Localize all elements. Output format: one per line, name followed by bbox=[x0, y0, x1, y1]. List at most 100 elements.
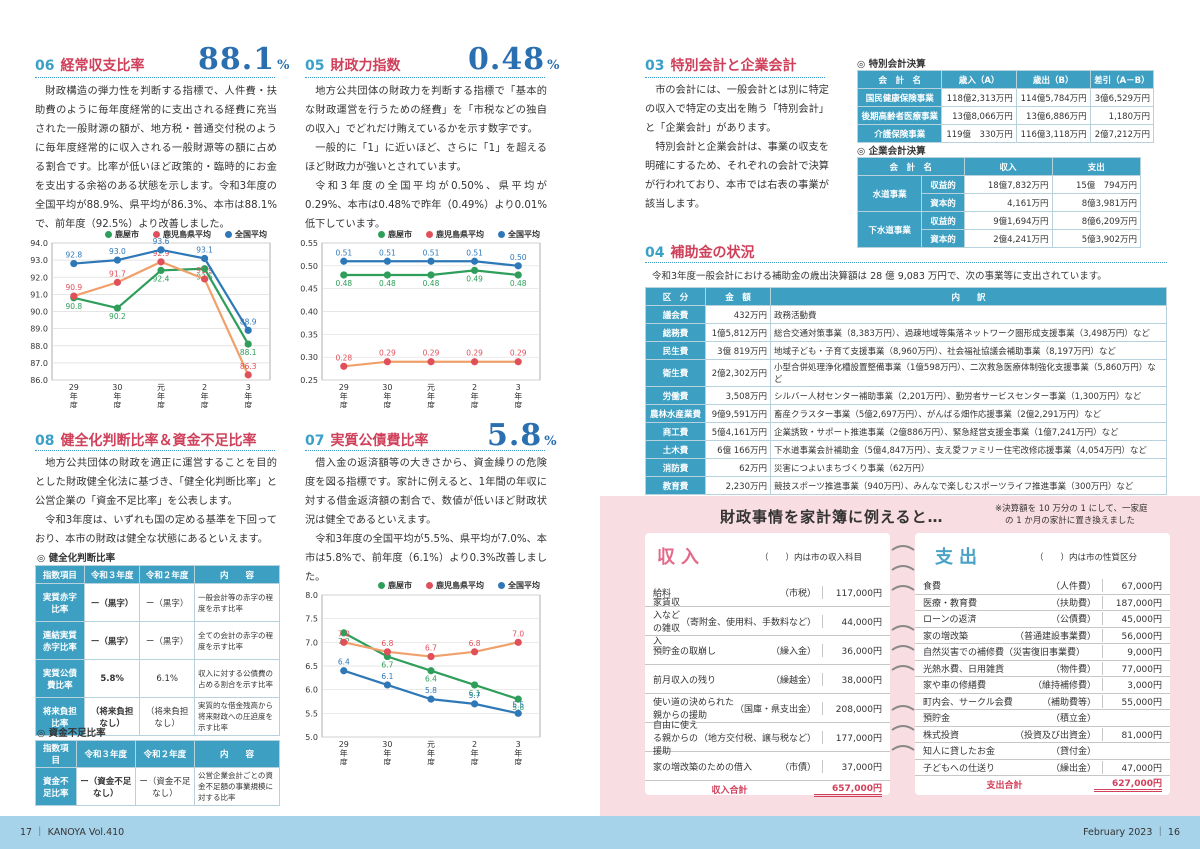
y-tick-label: 7.5 bbox=[305, 615, 318, 624]
data-point bbox=[70, 292, 78, 300]
s08-table2-title: ◎ 資金不足比率 bbox=[37, 728, 106, 739]
data-label: 0.51 bbox=[423, 248, 440, 257]
s08-table1-title: ◎ 健全化判断比率 bbox=[37, 553, 116, 564]
ledger-total: 支出合計 627,000円 bbox=[915, 776, 1170, 792]
data-point bbox=[471, 681, 479, 689]
data-point bbox=[514, 271, 522, 279]
data-label: 93.6 bbox=[153, 238, 170, 246]
data-label: 5.8 bbox=[512, 703, 524, 712]
x-tick-label: 年 bbox=[340, 748, 348, 758]
data-label: 92.8 bbox=[65, 251, 82, 260]
data-point bbox=[244, 340, 252, 348]
data-label: 0.48 bbox=[379, 279, 396, 288]
s06-title: 06 経常収支比率 bbox=[35, 55, 144, 75]
x-tick-label: 年 bbox=[471, 748, 479, 758]
x-tick-label: 元 bbox=[157, 383, 165, 392]
data-label: 0.49 bbox=[466, 274, 483, 283]
s04-title: 04 補助金の状況 bbox=[645, 245, 755, 261]
y-tick-label: 7.0 bbox=[305, 638, 318, 647]
x-tick-label: 元 bbox=[427, 740, 435, 749]
data-label: 0.48 bbox=[510, 279, 527, 288]
ledger-row: 知人に貸したお金 （貸付金） bbox=[915, 743, 1170, 760]
y-tick-label: 89.0 bbox=[30, 325, 48, 334]
data-point bbox=[383, 681, 391, 689]
s03-table2-title: ◎ 企業会計決算 bbox=[857, 146, 926, 157]
data-label: 90.9 bbox=[65, 283, 82, 292]
s04-intro: 令和3年度一般会計における補助金の歳出決算額は 28 億 9,083 万円で、次… bbox=[652, 271, 1107, 282]
x-tick-label: 度 bbox=[340, 757, 348, 765]
footer-left: 17 ｜ KANOYA Vol.410 bbox=[20, 827, 125, 838]
x-tick-label: 度 bbox=[113, 400, 121, 408]
data-label: 91.7 bbox=[109, 269, 126, 278]
data-point bbox=[157, 246, 165, 254]
table-row: 土木費 6億 166万円 下水道事業会計補助金（5億4,847万円）、支え愛ファミリ… bbox=[645, 440, 1167, 459]
ledger-row: 預貯金の取崩し （繰入金） 36,000円 bbox=[645, 636, 890, 665]
table-row: 将来負担比率 （将来負担なし） （将来負担なし） 実質的な借金残高から将来財政への圧迫… bbox=[35, 697, 280, 736]
x-tick-label: 29 bbox=[69, 383, 79, 392]
x-tick-label: 度 bbox=[471, 757, 479, 765]
s03-text: 市の会計には、一般会計とは別に特定の収入で特定の支出を賄う「特別会計」と「企業会… bbox=[645, 85, 829, 210]
table-row: 資金不足比率 ー（資金不足なし） ー（資金不足なし） 公営企業会計ごとの資金不足額の事… bbox=[35, 767, 280, 806]
s05-big-value: 0.48% bbox=[468, 42, 561, 77]
chart-c05: 0.550.500.450.400.350.300.2529年度30年度元年度2… bbox=[300, 239, 541, 408]
x-tick-label: 30 bbox=[112, 383, 122, 392]
table-row: 介護保険事業 119億 330万円 116億3,118万円 2億7,212万円 bbox=[856, 124, 1155, 143]
ledger-row: 家の増改築のための借入 （市債） 37,000円 bbox=[645, 752, 890, 781]
ledger-total: 収入合計 657,000円 bbox=[645, 781, 890, 797]
s03-table2: 会 計 名収入 支出 水道事業 収益的 18億7,832万円 15億 794万円 資本的 4,… bbox=[856, 157, 1142, 248]
x-tick-label: 度 bbox=[427, 400, 435, 408]
data-label: 0.29 bbox=[423, 349, 440, 358]
y-tick-label: 0.30 bbox=[300, 353, 318, 362]
y-tick-label: 86.0 bbox=[30, 376, 48, 385]
data-label: 88.1 bbox=[240, 348, 257, 357]
data-label: 93.1 bbox=[196, 245, 213, 254]
x-tick-label: 30 bbox=[382, 740, 392, 749]
y-tick-label: 90.0 bbox=[30, 308, 48, 317]
table-row: 衛生費 2億2,302万円 小型合併処理浄化槽設置整備事業（1億598万円）、二次救… bbox=[645, 359, 1167, 387]
table-row: 民生費 3億 819万円 地域子ども・子育て支援事業（8,960万円）、社会福祉協議… bbox=[645, 341, 1167, 360]
s06-number: 06 bbox=[35, 58, 55, 74]
data-label: 90.2 bbox=[109, 312, 126, 321]
x-tick-label: 年 bbox=[427, 391, 435, 401]
table-row: 商工費 5億4,161万円 企業誘致・サポート推進事業（2億886万円）、緊急経営支… bbox=[645, 422, 1167, 441]
table-row: 教育費 2,230万円 競技スポーツ推進事業（940万円）、みんなで楽しむスポーツラ… bbox=[645, 476, 1167, 495]
data-point bbox=[340, 638, 348, 646]
data-label: 6.1 bbox=[381, 672, 393, 681]
data-label: 7.0 bbox=[338, 629, 350, 638]
data-label: 7.0 bbox=[512, 629, 524, 638]
table-row: 消防費 62万円 災害につよいまちづくり事業（62万円） bbox=[645, 458, 1167, 477]
household-title: 財政事情を家計簿に例えると… bbox=[720, 508, 944, 526]
legend-c05: 鹿屋市 鹿児島県平均 全国平均 bbox=[378, 229, 540, 240]
data-point bbox=[471, 266, 479, 274]
ledger-row: 町内会、サークル会費 （補助費等） 55,000円 bbox=[915, 694, 1170, 710]
y-tick-label: 5.0 bbox=[305, 733, 318, 742]
data-point bbox=[340, 257, 348, 265]
data-point bbox=[201, 265, 209, 273]
ledger-row: 自由に使える親からの援助 （地方交付税、譲与税など） 177,000円 bbox=[645, 721, 890, 757]
y-tick-label: 0.25 bbox=[300, 376, 318, 385]
income-note: （ ）内は市の収入科目 bbox=[760, 553, 863, 563]
data-point bbox=[383, 648, 391, 656]
s06-big-value: 88.1% bbox=[198, 42, 291, 77]
footer bbox=[0, 816, 1200, 849]
x-tick-label: 3 bbox=[516, 740, 521, 749]
income-book: 収入 （ ）内は市の収入科目 給料 （市税） 117,000円 家賃収入などの雑収入（… bbox=[645, 533, 890, 797]
y-tick-label: 0.50 bbox=[300, 262, 318, 271]
x-tick-label: 度 bbox=[427, 757, 435, 765]
ledger-row: 光熱水費、日用雑貨 （物件費） 77,000円 bbox=[915, 661, 1170, 677]
data-label: 0.29 bbox=[466, 349, 483, 358]
data-point bbox=[427, 667, 435, 675]
data-point bbox=[113, 256, 121, 264]
x-tick-label: 3 bbox=[516, 383, 521, 392]
y-tick-label: 8.0 bbox=[305, 591, 318, 600]
x-tick-label: 度 bbox=[514, 400, 522, 408]
data-label: 6.8 bbox=[469, 639, 481, 648]
s06-text: 財政構造の弾力性を判断する指標で、人件費・扶助費のように毎年度経常的に支出される… bbox=[35, 86, 277, 230]
ledger-row: 家の増改築 （普通建設事業費） 56,000円 bbox=[915, 628, 1170, 644]
s05-title: 05 財政力指数 bbox=[305, 58, 401, 74]
data-point bbox=[383, 271, 391, 279]
data-point bbox=[471, 700, 479, 708]
data-point bbox=[471, 648, 479, 656]
y-tick-label: 0.40 bbox=[300, 308, 318, 317]
y-tick-label: 88.0 bbox=[30, 342, 48, 351]
